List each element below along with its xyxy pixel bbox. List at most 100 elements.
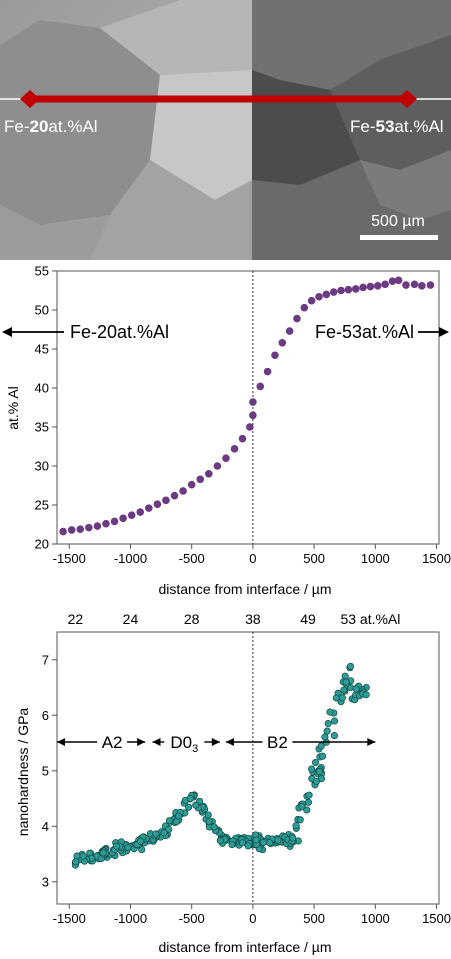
chart2-data-point [216,837,224,845]
chart2-data-point [317,742,325,750]
chart2-data-point [292,822,300,830]
chart1-y-tick-label: 30 [35,459,49,474]
chart1-x-tick-label: 0 [249,551,256,566]
chart2-y-tick-label: 3 [42,874,49,889]
phase-label-text: D0 [170,733,192,752]
chart1-data-point [388,277,397,285]
chart2-data-point [228,841,236,849]
chart2-y-tick-label: 5 [42,763,49,778]
chart1-data-point [351,285,360,293]
chart2-data-point [137,837,145,845]
chart1-data-point [337,286,345,295]
chart1-data-point [315,292,323,301]
chart2-x-tick-label: 500 [303,911,325,926]
scale-bar-label: 500 µm [371,213,425,230]
chart1-data-point [293,314,301,323]
chart1-points [59,276,435,536]
chart2-data-point [319,752,327,760]
chart2-data-point [238,839,247,847]
chart1-y-tick-label: 20 [35,537,49,552]
chart1-plot-frame [56,270,440,545]
chart2-data-point [346,662,355,670]
nanohardness-chart: -1500 -1000 -500 0 500 1000 1500 3 4 5 6 7 22 24 28 38 4… [15,611,451,955]
grain [0,20,160,225]
chart2-data-point [332,694,340,702]
chart1-data-point [238,434,247,443]
chart2-data-point [73,852,81,860]
chart2-data-point [342,678,350,686]
chart2-points [71,662,370,869]
chart1-y-tick-label: 40 [35,381,49,396]
chart2-data-point [259,838,267,847]
chart1-x-tick-label: -1000 [114,551,147,566]
phase-label-text: B2 [267,733,288,752]
chart2-top-axis-label: 22 [68,611,84,627]
phase-label: B2 [267,733,288,752]
chart1-data-point [263,367,272,376]
chart2-data-point [72,858,80,866]
chart2-data-point [165,817,173,825]
chart2-data-point [296,816,304,824]
grain [0,205,110,260]
grain [90,160,252,260]
chart1-data-point [410,280,419,289]
chart2-data-point [99,849,107,857]
chart2-data-point [124,844,132,852]
chart1-x-axis-label: distance from interface / µm [158,581,331,597]
chart1-data-point [179,487,187,495]
chart2-data-point [152,830,160,838]
left-arrowhead [2,327,12,337]
chart1-data-point [285,327,294,335]
chart2-data-point [113,842,121,850]
chart1-x-tick-label: 500 [303,551,325,566]
chart1-data-point [85,523,93,532]
chart1-x-tick-label: -500 [179,551,205,566]
profile-start-marker [20,90,40,108]
chart2-data-point [204,811,212,819]
phase-label-subscript: 3 [192,743,198,755]
chart1-data-point [249,411,257,420]
chart1-data-point [271,351,279,360]
chart1-data-point [187,480,196,489]
chart2-data-point [340,686,348,694]
chart1-data-point [136,508,145,516]
chart1-data-point [67,526,76,534]
chart1-data-point [418,282,426,290]
chart2-data-point [192,801,200,809]
chart1-y-axis-label: at.% Al [5,386,21,430]
grain [360,150,451,220]
phase-label: A2 [102,733,123,752]
chart1-data-point [230,445,239,453]
chart2-top-axis-label: 49 [300,611,316,627]
chart2-data-point [312,777,321,786]
right-composition-label: Fe-53at.%Al [350,117,444,136]
chart2-x-tick-label: 0 [249,911,256,926]
chart1-data-point [359,283,367,292]
chart1-left-annotation: Fe-20at.%Al [70,322,169,342]
chart2-data-point [186,794,194,803]
chart1-data-point [145,504,153,512]
chart2-x-tick-label: -500 [179,911,205,926]
chart2-data-point [244,842,252,850]
chart1-data-point [127,511,136,519]
chart1-data-point [93,522,102,530]
chart2-top-axis-label: 53 at.%Al [340,611,400,627]
chart2-data-point [330,732,338,740]
phase-arrowhead [57,738,65,746]
chart1-data-point [329,288,338,296]
profile-end-marker [397,90,417,108]
chart1-axes: -1500 -1000 -500 0 500 1000 1500 20 25 30 35 40 45 50… [35,264,451,567]
chart1-data-point [162,496,170,505]
chart2-top-axis-label: 28 [184,611,200,627]
chart1-data-point [307,296,316,305]
chart2-top-axis-label: 38 [245,611,261,627]
chart2-data-point [274,836,282,844]
chart1-y-tick-label: 55 [35,264,49,279]
chart2-x-axis-label: distance from interface / µm [158,939,331,955]
chart2-data-point [252,836,260,844]
chart2-data-point [362,691,370,699]
phase-arrowhead [211,738,220,746]
chart2-data-point [315,767,323,776]
scale-bar [360,235,438,240]
chart2-data-point [165,825,173,833]
